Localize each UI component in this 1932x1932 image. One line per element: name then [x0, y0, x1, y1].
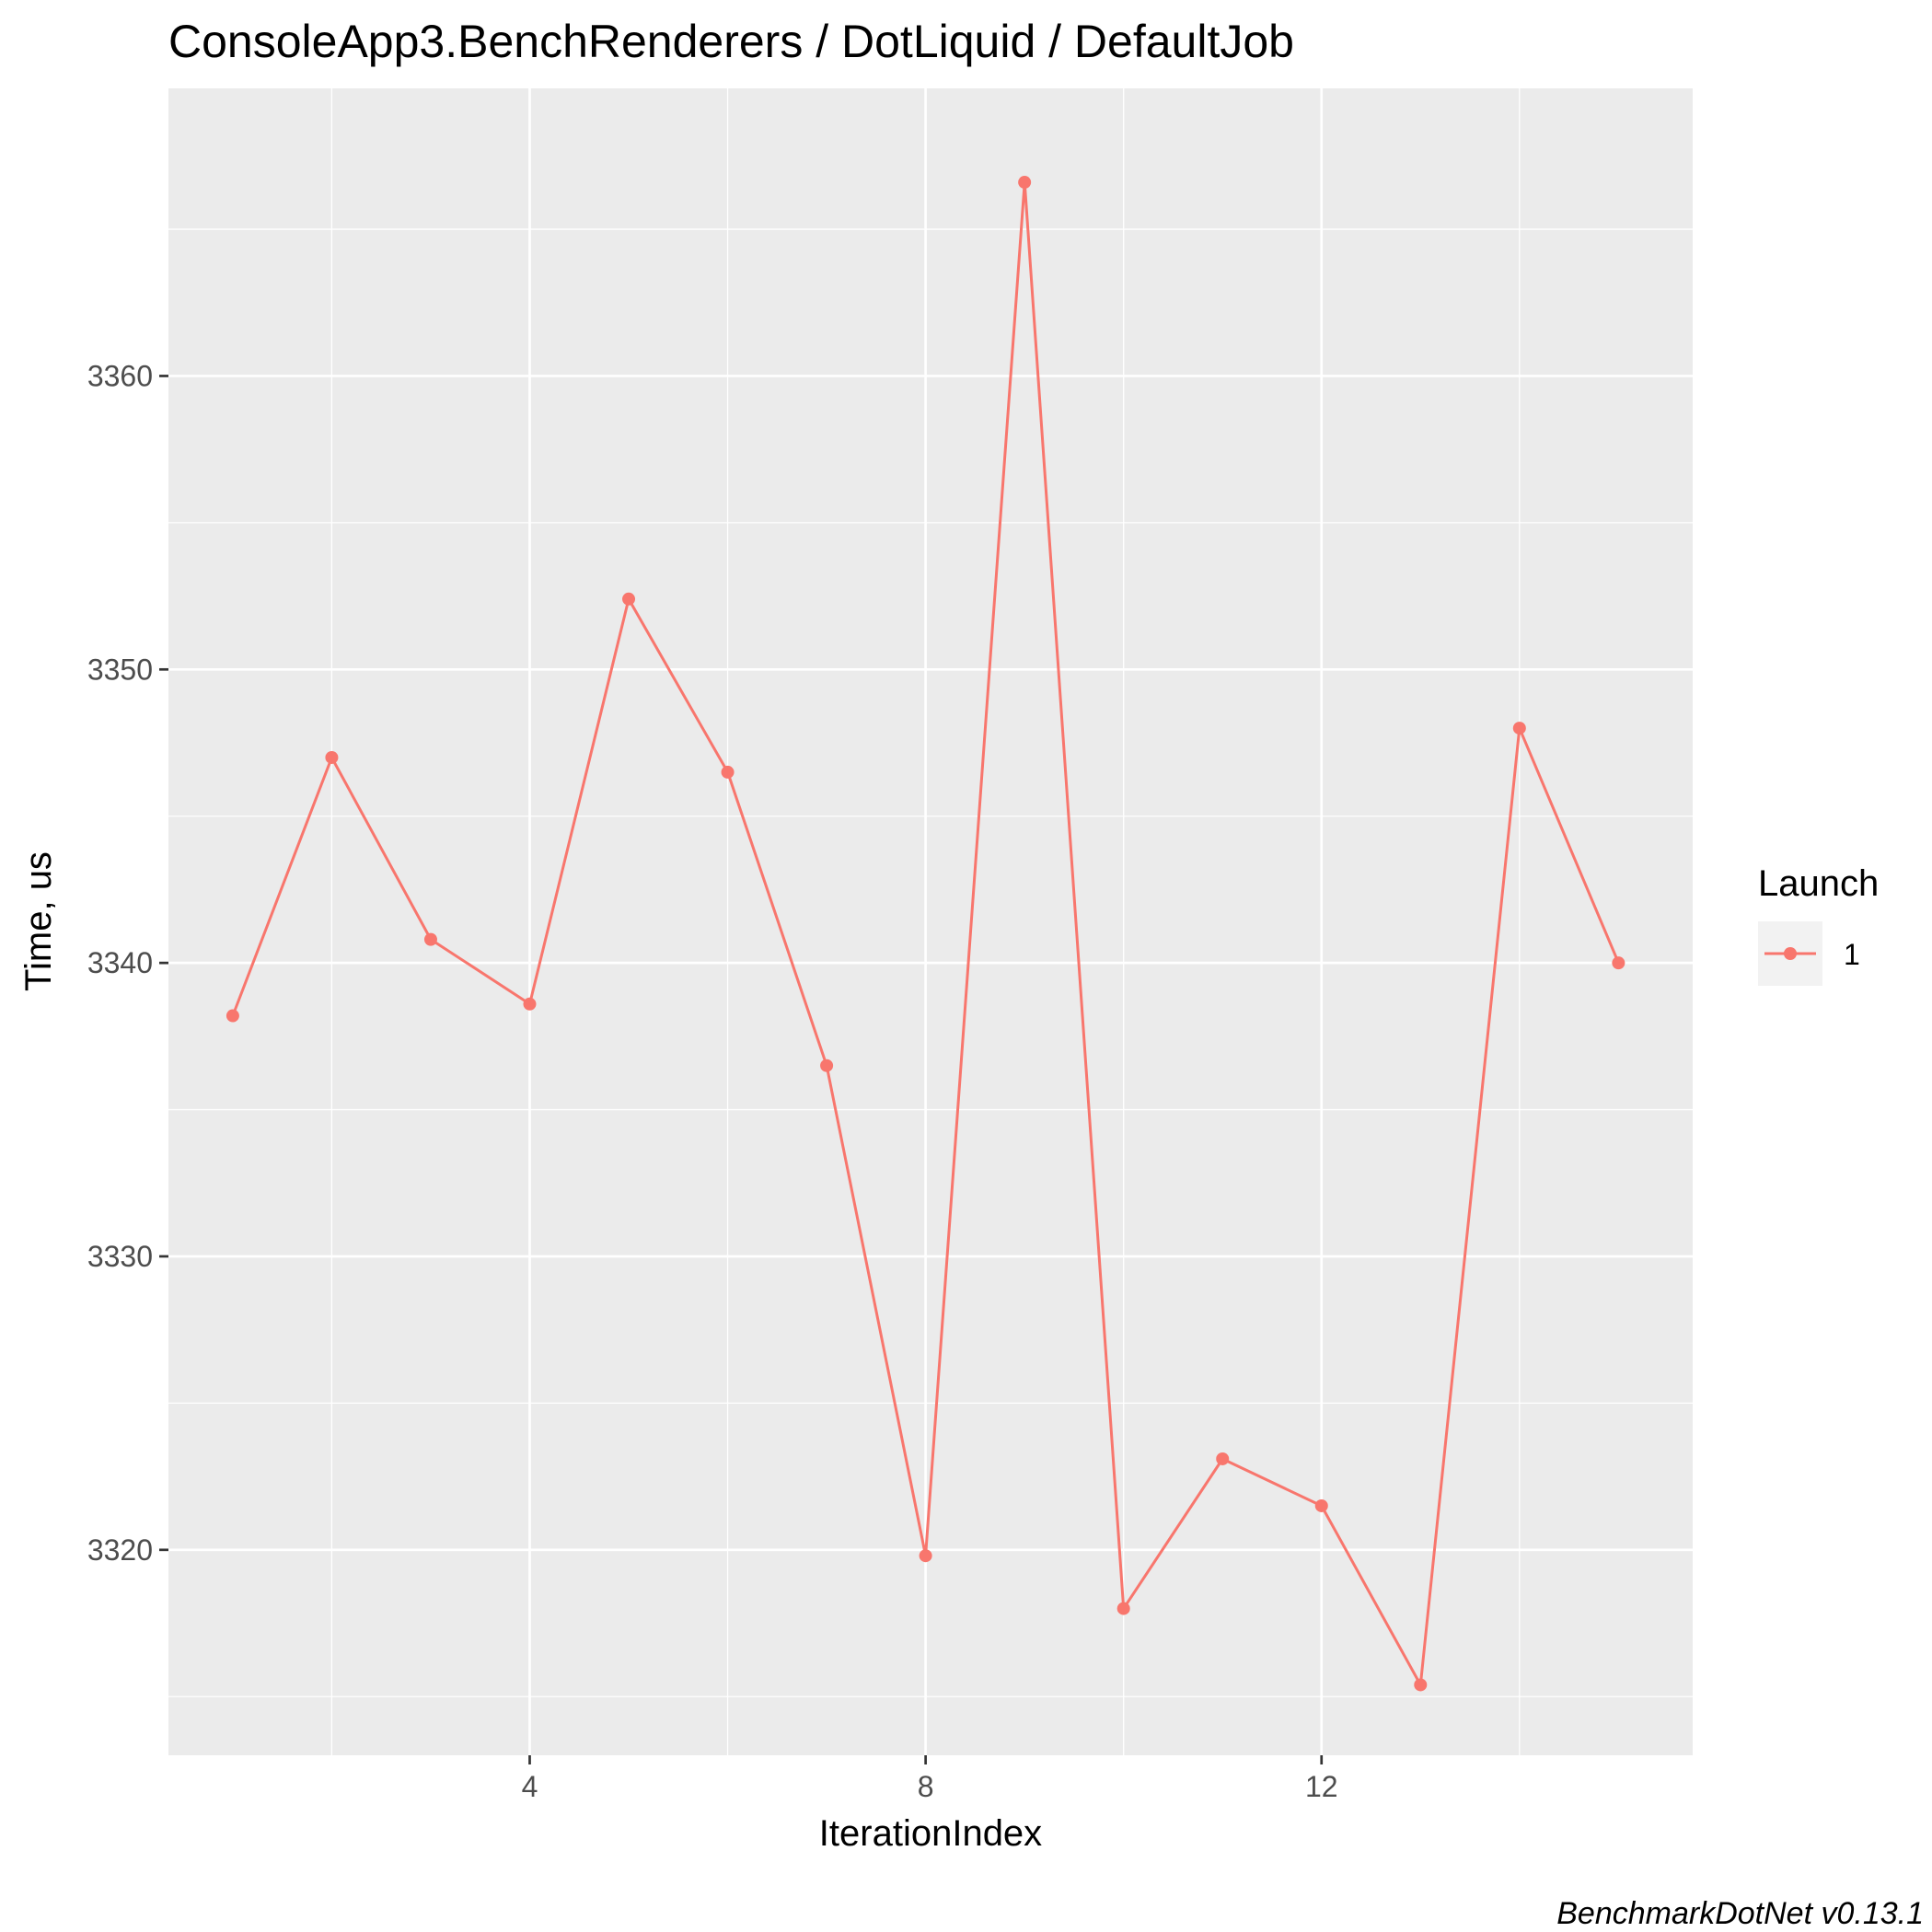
y-axis-ticks: 3320 3330 3340 3350 3360: [87, 359, 168, 1567]
x-axis-title: IterationIndex: [819, 1813, 1042, 1854]
x-tick-label: 4: [522, 1770, 538, 1803]
y-tick-label: 3340: [87, 946, 153, 979]
x-tick-label: 12: [1305, 1770, 1338, 1803]
data-point: [523, 997, 537, 1011]
x-tick-label: 8: [918, 1770, 934, 1803]
legend-title: Launch: [1758, 863, 1879, 904]
chart-title: ConsoleApp3.BenchRenderers / DotLiquid /…: [168, 16, 1294, 67]
grid-lines: [168, 88, 1693, 1755]
data-point: [1612, 956, 1625, 970]
data-point: [1216, 1452, 1230, 1465]
data-point: [1116, 1602, 1130, 1615]
data-series: [226, 176, 1625, 1692]
data-point: [1512, 722, 1526, 735]
data-point: [1414, 1678, 1428, 1692]
data-point: [919, 1549, 932, 1563]
data-point: [820, 1059, 834, 1072]
x-axis-ticks: 4 8 12: [522, 1755, 1338, 1803]
legend-label: 1: [1844, 938, 1860, 971]
data-point: [325, 750, 339, 764]
y-tick-label: 3360: [87, 359, 153, 392]
y-tick-label: 3330: [87, 1240, 153, 1273]
data-point: [423, 932, 437, 946]
data-point: [721, 765, 735, 779]
data-point: [1314, 1498, 1328, 1512]
y-tick-label: 3320: [87, 1533, 153, 1567]
data-point: [622, 592, 636, 606]
legend: Launch 1: [1758, 863, 1879, 986]
data-point: [226, 1009, 239, 1023]
y-axis-title: Time, us: [18, 851, 59, 991]
legend-key-point: [1784, 947, 1797, 960]
chart-caption: BenchmarkDotNet v0.13.1: [1556, 1896, 1924, 1931]
data-point: [1018, 176, 1032, 190]
y-tick-label: 3350: [87, 653, 153, 686]
